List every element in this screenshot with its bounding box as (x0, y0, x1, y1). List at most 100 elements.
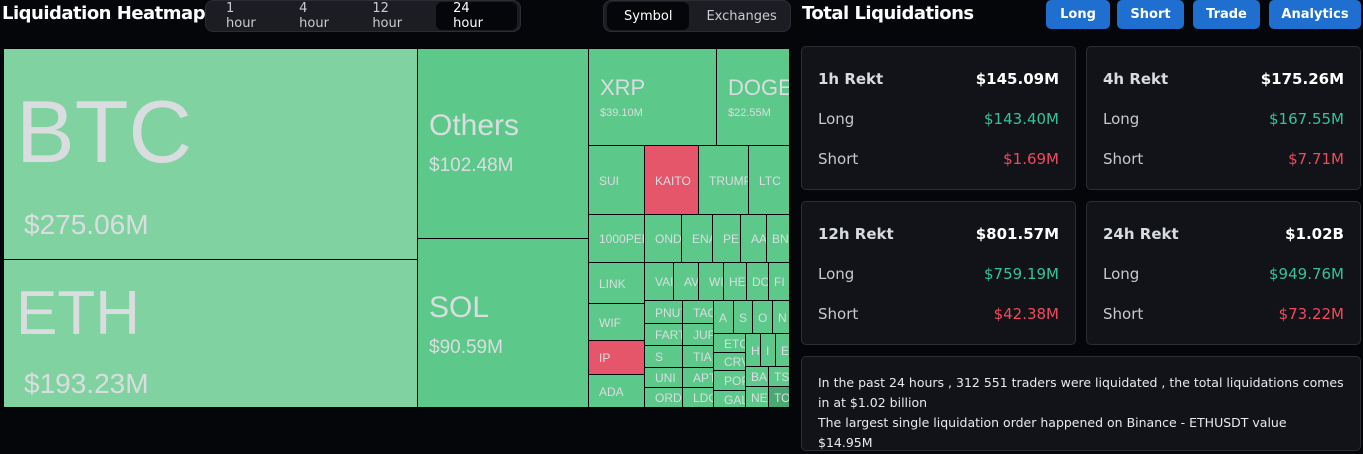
heatmap-cell-tia[interactable]: TIA (682, 345, 714, 368)
heatmap-cell-sui[interactable]: SUI (588, 145, 645, 215)
heatmap-cell-xrp[interactable]: XRP $39.10M (588, 48, 717, 146)
tab-12-hour[interactable]: 12 hour (372, 1, 403, 31)
cell-symbol: ENA (692, 232, 712, 246)
cell-symbol: ADA (599, 384, 624, 399)
cell-symbol: BA (751, 370, 768, 384)
heatmap-cell-trump[interactable]: TRUMP (698, 145, 749, 215)
cell-symbol: LDO (693, 391, 713, 405)
cell-value: $193.23M (24, 368, 149, 399)
tab-1-hour[interactable]: 1 hour (226, 1, 256, 31)
row-value: $949.76M (1269, 265, 1344, 283)
cell-symbol: I (766, 343, 770, 358)
heatmap-cell-etc[interactable]: ETC (713, 333, 746, 353)
heatmap-cell-s[interactable]: S (733, 300, 753, 334)
heatmap-cell-av[interactable]: AV (673, 262, 699, 301)
short-row: Short $7.71M (1103, 150, 1344, 168)
cell-value: $39.10M (600, 107, 643, 119)
cell-symbol: E (781, 343, 790, 358)
heatmap-cell-do[interactable]: DO (746, 262, 769, 301)
heatmap-cell-s[interactable]: S (644, 345, 683, 368)
heatmap-cell-uni[interactable]: UNI (644, 367, 683, 388)
cell-symbol: Others (429, 109, 520, 142)
total-liquidations-title: Total Liquidations (802, 3, 974, 24)
cell-symbol: WIF (599, 315, 621, 330)
cell-symbol: APT (693, 371, 713, 385)
heatmap-cell-a[interactable]: A (713, 300, 734, 334)
heatmap-cell-pop[interactable]: POP (713, 370, 746, 391)
row-label: 4h Rekt (1103, 70, 1169, 88)
row-label: Short (1103, 305, 1144, 323)
heatmap-title: Liquidation Heatmap (2, 3, 206, 24)
heatmap-cell-vai[interactable]: VAI (644, 262, 674, 301)
cell-symbol: LINK (599, 276, 626, 291)
row-label: Long (818, 110, 855, 128)
heatmap-cell-n[interactable]: N (772, 300, 790, 334)
cell-symbol: WI (709, 275, 724, 289)
row-value: $759.19M (984, 265, 1059, 283)
short-row: Short $42.38M (818, 305, 1059, 323)
analytics-button[interactable]: Analytics (1269, 0, 1361, 29)
heatmap-cell-he[interactable]: HE (723, 262, 747, 301)
row-label: Long (818, 265, 855, 283)
cell-symbol: SOL (429, 291, 490, 324)
heatmap-cell-fart[interactable]: FART (644, 323, 683, 346)
short-button[interactable]: Short (1117, 0, 1184, 29)
heatmap-cell-i[interactable]: I (760, 333, 776, 367)
heatmap-cell-fi[interactable]: FI (768, 262, 790, 301)
trade-button[interactable]: Trade (1193, 0, 1260, 29)
heatmap-cell-doge[interactable]: DOGE $22.55M (716, 48, 790, 146)
heatmap-cell-jup[interactable]: JUP (682, 323, 714, 346)
heatmap-cell-apt[interactable]: APT (682, 367, 714, 388)
tab-exchanges[interactable]: Exchanges (706, 8, 777, 24)
heatmap-cell-wi[interactable]: WI (698, 262, 724, 301)
heatmap-cell-ena[interactable]: ENA (681, 214, 713, 263)
heatmap-cell-kaito[interactable]: KAITO (644, 145, 699, 215)
heatmap-cell-o[interactable]: O (752, 300, 773, 334)
cell-symbol: FART (655, 328, 683, 342)
long-button[interactable]: Long (1046, 0, 1110, 29)
long-row: Long $143.40M (818, 110, 1059, 128)
heatmap-cell-ltc[interactable]: LTC (748, 145, 790, 215)
row-label: Long (1103, 110, 1140, 128)
heatmap-cell-ondo[interactable]: ONDO (644, 214, 682, 263)
heatmap-cell-pei[interactable]: PEI (712, 214, 741, 263)
heatmap-cell-wif[interactable]: WIF (588, 303, 645, 341)
heatmap-cell-1000pepe[interactable]: 1000PEPE (588, 214, 645, 263)
heatmap-cell-ordi[interactable]: ORDI (644, 387, 683, 408)
row-value: $1.02B (1285, 225, 1344, 243)
heatmap-cell-ne[interactable]: NE (745, 386, 769, 408)
heatmap-cell-others[interactable]: Others $102.48M (417, 48, 589, 239)
heatmap-cell-gal[interactable]: GAL (713, 390, 746, 408)
heatmap-cell-tao[interactable]: TAO (682, 300, 714, 324)
heatmap-cell-btc[interactable]: BTC $275.06M (3, 48, 418, 260)
tab-4-hour[interactable]: 4 hour (299, 1, 329, 31)
heatmap-cell-ldo[interactable]: LDO (682, 387, 714, 408)
heatmap-cell-to[interactable]: TO (768, 386, 790, 408)
cell-symbol: BTC (16, 82, 192, 181)
heatmap-cell-ba[interactable]: BA (745, 366, 769, 387)
heatmap-cell-e[interactable]: E (775, 333, 790, 367)
heatmap-cell-ada[interactable]: ADA (588, 374, 645, 408)
heatmap-cell-aa[interactable]: AA (740, 214, 767, 263)
heatmap-cell-crv[interactable]: CRV (713, 352, 746, 371)
heatmap-cell-eth[interactable]: ETH $193.23M (3, 259, 418, 408)
cell-symbol: HE (729, 275, 746, 289)
summary-text: In the past 24 hours , 312 551 traders w… (818, 375, 1344, 410)
tab-24-hour[interactable]: 24 hour (436, 1, 517, 31)
heatmap-cell-sol[interactable]: SOL $90.59M (417, 238, 589, 408)
heatmap-cell-bn[interactable]: BN (766, 214, 790, 263)
heatmap-cell-link[interactable]: LINK (588, 262, 645, 304)
liquidation-heatmap: BTC $275.06M ETH $193.23M Others $102.48M SOL $… (3, 48, 790, 408)
row-value: $73.22M (1278, 305, 1344, 323)
cell-symbol: PEI (723, 232, 741, 246)
heatmap-cell-h[interactable]: H (745, 333, 761, 367)
largest-order-text: The largest single liquidation order hap… (818, 415, 1287, 450)
long-row: Long $759.19M (818, 265, 1059, 283)
row-value: $1.69M (1003, 150, 1059, 168)
heatmap-cell-ip[interactable]: IP (588, 340, 645, 375)
cell-symbol: TIA (693, 350, 712, 364)
heatmap-cell-ts[interactable]: TS (768, 366, 790, 387)
tab-symbol[interactable]: Symbol (607, 2, 690, 30)
